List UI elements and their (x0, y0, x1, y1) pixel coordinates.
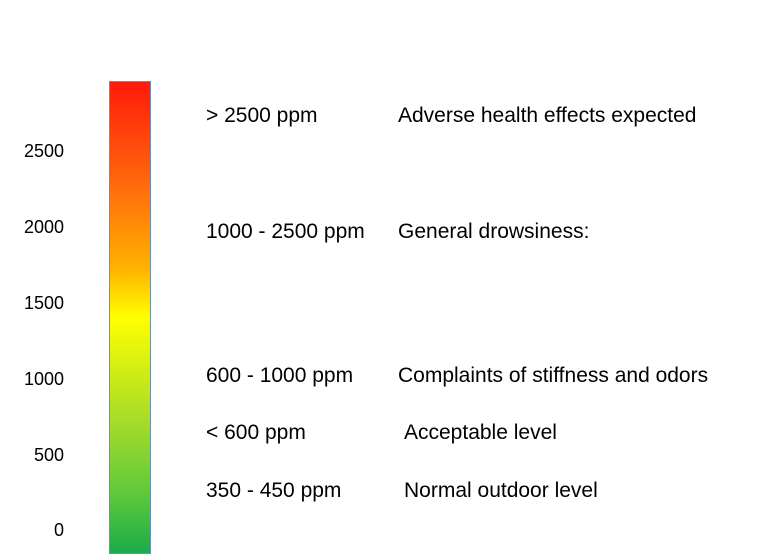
level-range-adverse: > 2500 ppm (206, 104, 318, 127)
level-description-drowsiness: General drowsiness: (398, 220, 590, 243)
level-description-acceptable: Acceptable level (404, 421, 557, 444)
level-description-complaints: Complaints of stiffness and odors (398, 364, 709, 387)
tick-label-2000: 2000 (23, 217, 64, 237)
level-range-drowsiness: 1000 - 2500 ppm (206, 220, 365, 243)
level-description-adverse: Adverse health effects expected (398, 104, 697, 127)
tick-label-1000: 1000 (23, 369, 64, 389)
level-description-outdoor: Normal outdoor level (404, 479, 598, 502)
level-range-complaints: 600 - 1000 ppm (206, 364, 354, 387)
tick-label-1500: 1500 (23, 293, 64, 313)
level-range-acceptable: < 600 ppm (206, 421, 306, 444)
tick-label-2500: 2500 (23, 141, 64, 161)
level-range-outdoor: 350 - 450 ppm (206, 479, 342, 502)
color-scale-bar (109, 81, 151, 554)
tick-label-0: 0 (53, 520, 64, 540)
tick-label-500: 500 (33, 445, 64, 465)
